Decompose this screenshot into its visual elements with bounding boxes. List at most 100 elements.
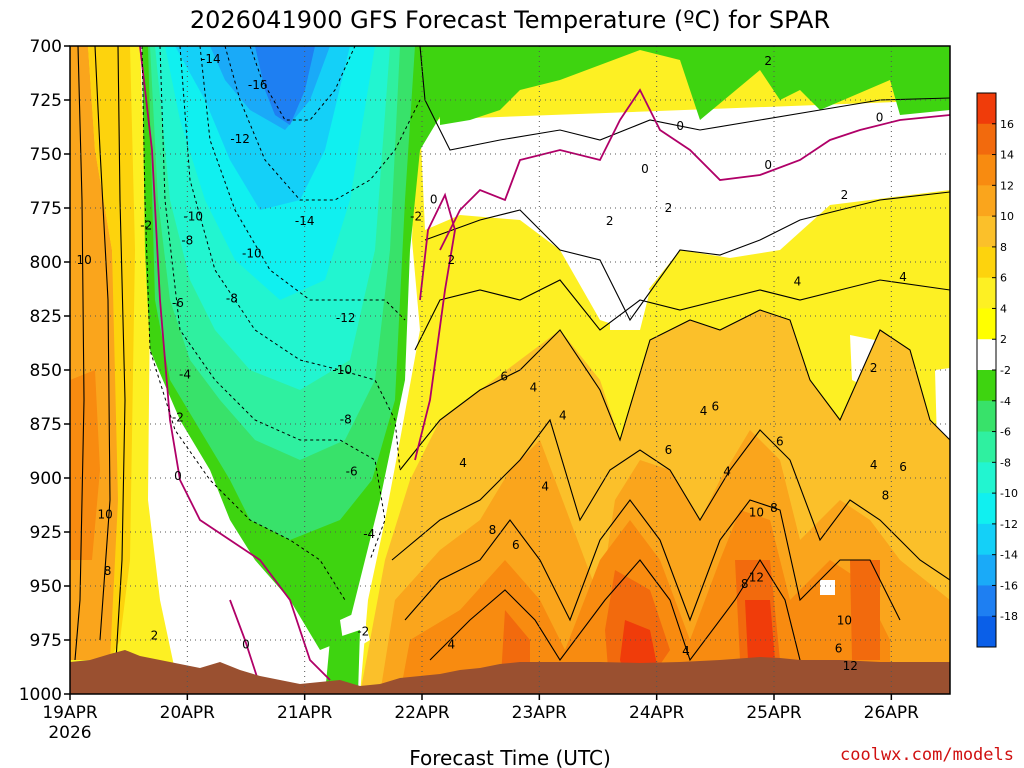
colorbar-swatch [977, 370, 996, 402]
x-tick-label: 24APR [629, 703, 685, 723]
contour-label: 0 [676, 119, 684, 133]
colorbar-label: -12 [1000, 518, 1018, 531]
colorbar-label: -4 [1000, 395, 1011, 408]
x-tick-label: 23APR [512, 703, 568, 723]
colorbar-label: 14 [1000, 149, 1014, 162]
contour-label: -2 [357, 624, 369, 638]
contour-line [429, 558, 801, 662]
colorbar-label: -2 [1000, 364, 1011, 377]
colorbar-swatch [977, 493, 996, 525]
contour-label: 10 [98, 508, 113, 522]
contour-label: 6 [512, 538, 520, 552]
contour-label: 6 [712, 400, 720, 414]
warm-left-core [70, 370, 100, 560]
contour-label: 6 [776, 434, 784, 448]
y-tick-label: 875 [30, 415, 62, 435]
colorbar-label: -18 [1000, 610, 1018, 623]
contour-label: 8 [741, 577, 749, 591]
x-tick-label: 19APR [42, 703, 98, 723]
colorbar-swatch [977, 554, 996, 586]
contour-label: 10 [837, 614, 852, 628]
y-tick-label: 825 [30, 307, 62, 327]
contour-label: 10 [76, 253, 91, 267]
contour-label: -6 [346, 465, 358, 479]
colorbar-label: -10 [1000, 487, 1018, 500]
contour-label: 6 [835, 642, 843, 656]
freezing-contour [439, 88, 950, 251]
y-tick-label: 750 [30, 145, 62, 165]
y-tick-label: 950 [30, 577, 62, 597]
colorbar-swatch [977, 93, 996, 125]
y-tick-label: 775 [30, 199, 62, 219]
contour-label: -8 [340, 413, 352, 427]
contour-label: -8 [226, 292, 238, 306]
contour-label: -2 [172, 411, 184, 425]
colorbar-label: 2 [1000, 333, 1007, 346]
x-tick-label: 20APR [160, 703, 216, 723]
colorbar-label: -14 [1000, 549, 1018, 562]
contour-label: -10 [242, 246, 262, 260]
contour-label: 12 [843, 659, 858, 673]
y-tick-label: 850 [30, 361, 62, 381]
contour-label: 2 [448, 253, 456, 267]
contour-label: 4 [899, 270, 907, 284]
x-tick-label: 26APR [864, 703, 920, 723]
freezing-contour [414, 192, 456, 461]
dashed-contour [224, 46, 421, 201]
contour-label: 8 [489, 523, 497, 537]
contour-label: -14 [295, 214, 315, 228]
contour-label: -12 [230, 132, 250, 146]
contour-label: -6 [172, 296, 184, 310]
colorbar-swatch [977, 123, 996, 156]
contour-label: 0 [876, 110, 884, 124]
contour-label: -4 [363, 527, 375, 541]
contour-line [424, 191, 950, 322]
x-tick-label: 22APR [394, 703, 450, 723]
contour-label: 2 [870, 361, 878, 375]
terrain-surface [70, 650, 950, 694]
contour-label: 8 [104, 564, 112, 578]
y-tick-label: 975 [30, 631, 62, 651]
contour-label: 0 [764, 158, 772, 172]
contour-line [399, 309, 950, 471]
contour-label: 0 [242, 637, 250, 651]
colorbar-swatch [977, 523, 996, 556]
contour-label: 6 [500, 369, 508, 383]
colorbar-swatch [977, 277, 996, 309]
contour-label: -2 [410, 210, 422, 224]
contour-line [391, 418, 950, 581]
contour-label: -12 [336, 311, 356, 325]
time-axis: 19APR 20APR 21APR 22APR 23APR 24APR 25APR 26APR… [42, 694, 919, 743]
colorbar-swatch [977, 339, 996, 371]
colorbar-swatch [977, 616, 996, 648]
freezing-contour [139, 46, 331, 681]
dashed-contour [159, 46, 386, 561]
contour-label: -2 [140, 218, 152, 232]
colorbar-label: -6 [1000, 426, 1011, 439]
contour-label: 10 [749, 506, 764, 520]
contour-label: -14 [201, 52, 221, 66]
colorbar-label: 12 [1000, 179, 1014, 192]
contour-label: 4 [541, 480, 549, 494]
contour-label: -10 [183, 210, 203, 224]
x-year-label: 2026 [48, 723, 91, 743]
y-tick-label: 725 [30, 91, 62, 111]
colorbar-swatch [977, 462, 996, 494]
contour-line [74, 46, 85, 661]
contour-line [404, 499, 901, 622]
contour-label: 4 [459, 456, 467, 470]
contour-label: 2 [151, 629, 159, 643]
contour-labels: -14 -16 -12 -10 -2 -8 -10 -14 10 -6 -8 -12 -4 -10 -2 -8… [76, 52, 906, 673]
y-tick-label: 1000 [19, 685, 62, 705]
warm-core-6 [850, 560, 880, 660]
cold-deep-blue [255, 46, 315, 125]
x-tick-label: 21APR [277, 703, 333, 723]
x-tick-label: 25APR [746, 703, 802, 723]
y-tick-label: 925 [30, 523, 62, 543]
colorbar-label: 16 [1000, 118, 1014, 131]
contour-label: 2 [665, 201, 673, 215]
contour-label: 4 [723, 465, 731, 479]
contour-label: 4 [870, 458, 878, 472]
contour-line [115, 46, 126, 661]
contour-label: 4 [794, 274, 802, 288]
